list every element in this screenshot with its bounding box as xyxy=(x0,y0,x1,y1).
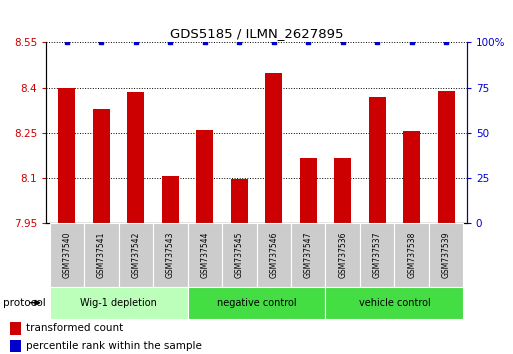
Bar xyxy=(10,322,22,335)
Bar xyxy=(10,340,22,352)
Text: GSM737537: GSM737537 xyxy=(372,232,382,278)
Text: vehicle control: vehicle control xyxy=(359,298,430,308)
Bar xyxy=(438,91,455,223)
Bar xyxy=(188,223,222,287)
Bar xyxy=(300,158,317,223)
Text: percentile rank within the sample: percentile rank within the sample xyxy=(27,341,202,351)
Text: GSM737547: GSM737547 xyxy=(304,232,313,278)
Bar xyxy=(153,223,188,287)
Text: GSM737538: GSM737538 xyxy=(407,232,416,278)
Point xyxy=(132,40,140,45)
Bar xyxy=(394,223,429,287)
Point xyxy=(201,40,209,45)
Point xyxy=(339,40,347,45)
Text: transformed count: transformed count xyxy=(27,323,124,333)
Bar xyxy=(93,109,110,223)
Point xyxy=(304,40,312,45)
Text: GSM737543: GSM737543 xyxy=(166,232,175,278)
Bar xyxy=(360,223,394,287)
Text: negative control: negative control xyxy=(216,298,297,308)
Bar xyxy=(325,287,463,319)
Text: Wig-1 depletion: Wig-1 depletion xyxy=(80,298,157,308)
Point xyxy=(373,40,381,45)
Bar xyxy=(58,88,75,223)
Text: GSM737546: GSM737546 xyxy=(269,232,278,278)
Bar xyxy=(403,131,420,223)
Bar xyxy=(334,158,351,223)
Text: GSM737536: GSM737536 xyxy=(338,232,347,278)
Point xyxy=(270,40,278,45)
Bar xyxy=(222,223,256,287)
Bar xyxy=(84,223,119,287)
Bar xyxy=(231,179,248,223)
Point xyxy=(63,40,71,45)
Bar xyxy=(50,223,84,287)
Bar xyxy=(325,223,360,287)
Bar xyxy=(188,287,325,319)
Text: protocol: protocol xyxy=(3,298,45,308)
Bar xyxy=(368,97,386,223)
Bar xyxy=(256,223,291,287)
Bar xyxy=(196,130,213,223)
Bar xyxy=(429,223,463,287)
Text: GSM737545: GSM737545 xyxy=(235,232,244,278)
Bar xyxy=(50,287,188,319)
Text: GSM737544: GSM737544 xyxy=(200,232,209,278)
Text: GSM737541: GSM737541 xyxy=(97,232,106,278)
Text: GSM737542: GSM737542 xyxy=(131,232,141,278)
Bar xyxy=(119,223,153,287)
Point xyxy=(235,40,243,45)
Bar xyxy=(162,176,179,223)
Point xyxy=(407,40,416,45)
Title: GDS5185 / ILMN_2627895: GDS5185 / ILMN_2627895 xyxy=(170,27,343,40)
Bar xyxy=(291,223,325,287)
Text: GSM737540: GSM737540 xyxy=(63,232,71,278)
Point xyxy=(442,40,450,45)
Bar xyxy=(265,73,282,223)
Point xyxy=(166,40,174,45)
Bar xyxy=(127,92,145,223)
Point xyxy=(97,40,106,45)
Text: GSM737539: GSM737539 xyxy=(442,232,450,278)
